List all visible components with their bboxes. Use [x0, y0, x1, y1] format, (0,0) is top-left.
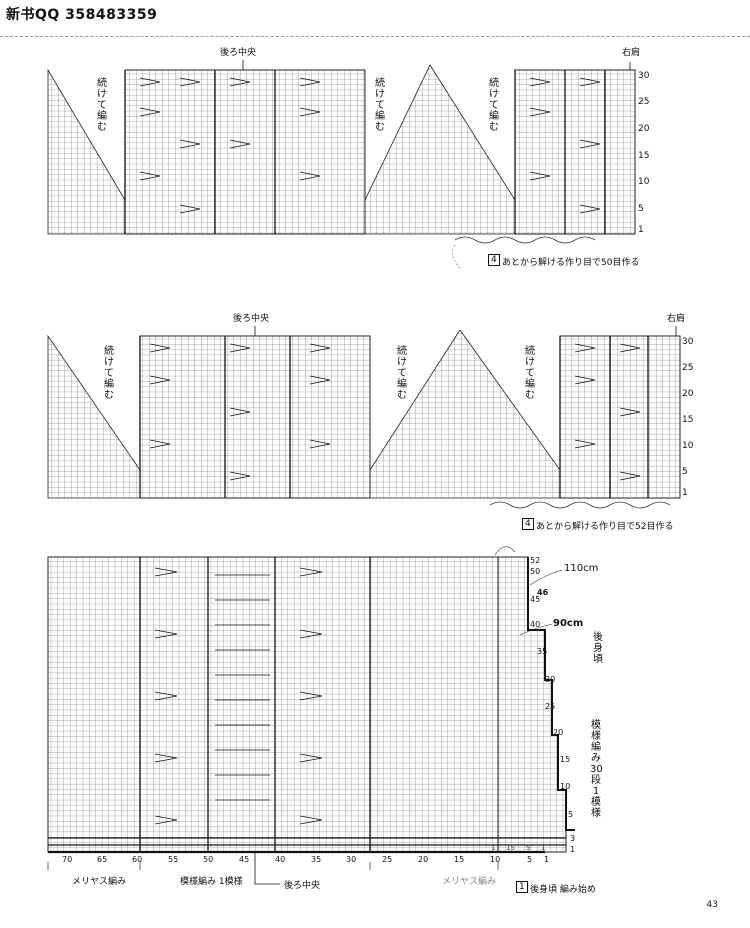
sub-col-5: 5	[526, 844, 531, 852]
chart-2-center-label: 後ろ中央	[233, 314, 270, 324]
chart-2-continue-mid: 続けて編む	[397, 346, 407, 401]
sub-col-15: 15	[506, 844, 515, 852]
chart-3-row-46: 46	[537, 588, 549, 597]
col-25: 25	[382, 855, 393, 864]
chart-1-continue-right: 続けて編む	[489, 78, 499, 133]
chart-3-row-45: 45	[530, 595, 541, 604]
chart-1-panel-b	[514, 69, 636, 235]
col-65: 65	[97, 855, 108, 864]
chart-1-center-label: 後ろ中央	[220, 48, 257, 58]
chart-2-left-triangle	[47, 334, 141, 499]
col-20: 20	[418, 855, 429, 864]
chart-1	[47, 60, 636, 269]
dashed-divider	[0, 36, 750, 37]
chart-1-continue-mid: 続けて編む	[375, 78, 385, 133]
chart-1-continue-left: 続けて編む	[97, 78, 107, 133]
header-text: 新书QQ 358483359	[6, 7, 158, 23]
chart-1-cast-on-text: あとから解ける作り目で50目作る	[502, 258, 640, 268]
col-30: 30	[346, 855, 357, 864]
chart-2-cast-on-box: 4	[522, 518, 534, 530]
chart-1-shoulder-label: 右肩	[622, 48, 641, 58]
chart-3-row-52: 52	[530, 556, 541, 565]
chart-2-row-10: 10	[682, 441, 694, 451]
chart-2-continue-right: 続けて編む	[525, 346, 535, 401]
back-body-label: 後身頃	[593, 632, 603, 665]
sub-col-1b: 1	[541, 844, 546, 852]
chart-1-row-30: 30	[638, 71, 650, 81]
measure-110cm: 110cm	[564, 563, 599, 574]
stockinette-left-label: メリヤス編み	[72, 877, 127, 887]
chart-2-row-5: 5	[682, 467, 688, 477]
chart-3-row-15: 15	[560, 755, 571, 764]
chart-2-row-30: 30	[682, 337, 694, 347]
chart-3-row-3: 3	[570, 834, 576, 843]
chart-2-panel-a	[139, 335, 371, 499]
page-number: 43	[706, 900, 718, 910]
chart-1-row-25: 25	[638, 97, 650, 107]
chart-2-continue-left: 続けて編む	[104, 346, 114, 401]
col-10: 10	[490, 855, 501, 864]
chart-2	[47, 326, 681, 509]
chart-1-panel-a	[124, 69, 366, 235]
col-40: 40	[275, 855, 286, 864]
chart-2-row-25: 25	[682, 363, 694, 373]
pattern-one-label: 模様編み 1模様	[180, 877, 243, 887]
chart-1-row-15: 15	[638, 151, 650, 161]
chart-3-row-5: 5	[568, 810, 574, 819]
col-50: 50	[203, 855, 214, 864]
chart-3-row-40: 40	[530, 620, 541, 629]
chart-3-row-1: 1	[570, 845, 576, 854]
col-60: 60	[132, 855, 143, 864]
col-45: 45	[239, 855, 250, 864]
chart-2-row-1: 1	[682, 488, 688, 498]
sub-col-1: 1	[491, 844, 496, 852]
chart-3-row-30: 30	[545, 675, 556, 684]
chart-2-row-15: 15	[682, 415, 694, 425]
chart-3-row-50: 50	[530, 567, 541, 576]
chart-3-row-25: 25	[545, 702, 556, 711]
col-70: 70	[62, 855, 73, 864]
chart-1-row-1: 1	[638, 225, 644, 235]
col-55: 55	[168, 855, 179, 864]
chart-1-left-triangle	[47, 68, 126, 235]
chart-3-row-10: 10	[560, 782, 571, 791]
chart-1-row-5: 5	[638, 204, 644, 214]
chart-3-row-35: 35	[537, 647, 548, 656]
col-15: 15	[454, 855, 465, 864]
col-5: 5	[527, 855, 533, 864]
measure-90cm: 90cm	[553, 618, 584, 629]
col-1: 1	[544, 855, 550, 864]
col-35: 35	[311, 855, 322, 864]
start-box: 1	[516, 881, 528, 893]
chart-1-row-20: 20	[638, 124, 650, 134]
stockinette-right-label: メリヤス編み	[442, 877, 497, 887]
chart-1-row-10: 10	[638, 177, 650, 187]
chart-2-panel-b	[559, 335, 681, 499]
chart-2-shoulder-label: 右肩	[667, 314, 686, 324]
chart-1-mid-triangle	[364, 64, 516, 235]
chart-3	[47, 546, 575, 885]
start-text: 後身頃 編み始め	[530, 885, 596, 895]
chart-3-row-20: 20	[553, 728, 564, 737]
chart-2-cast-on-text: あとから解ける作り目で52目作る	[536, 522, 674, 532]
pattern-repeat-label: 模様編み30段1模様	[590, 720, 603, 819]
chart-3-center-label: 後ろ中央	[284, 881, 321, 891]
chart-3-body-grid	[47, 556, 499, 853]
chart-2-mid-triangle	[369, 329, 561, 499]
chart-1-cast-on-box: 4	[488, 254, 500, 266]
chart-2-row-20: 20	[682, 389, 694, 399]
